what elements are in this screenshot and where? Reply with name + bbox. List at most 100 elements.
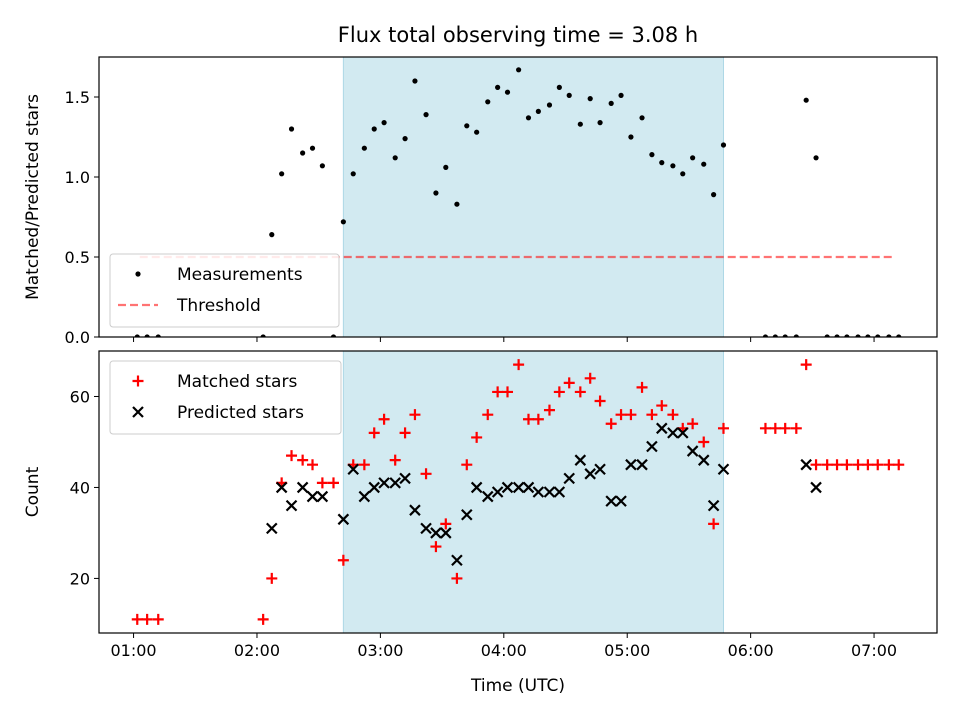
matched-star-point <box>717 422 729 434</box>
axes-frame <box>98 350 938 634</box>
y-tick-label: 1.0 <box>65 168 90 187</box>
x-tick-label: 02:00 <box>234 641 280 660</box>
measurement-point <box>288 126 295 132</box>
measurement-point <box>886 334 892 337</box>
measurement-point <box>896 334 902 337</box>
matched-star-point <box>615 409 627 421</box>
measurement-point <box>485 99 491 105</box>
predicted-star-point <box>389 477 401 489</box>
predicted-star-point <box>451 554 463 567</box>
matched-star-point <box>831 459 843 471</box>
measurement-point <box>587 96 593 102</box>
measurement-point <box>392 155 398 161</box>
ratio-panel: 0.0 0.5 1.0 1.5 Matched/Predicted stars Measu… <box>23 56 938 347</box>
matched-star-point <box>708 518 720 530</box>
measurement-point <box>865 334 871 337</box>
predicted-star-point <box>605 495 617 507</box>
measurement-point <box>680 171 686 177</box>
matched-star-point <box>841 459 853 471</box>
matched-star-point <box>286 450 298 462</box>
predicted-star-point <box>656 422 668 435</box>
axes-frame <box>98 56 938 338</box>
measurement-point <box>464 123 470 129</box>
measurement-point <box>824 334 830 337</box>
predicted-star-point <box>399 472 411 485</box>
predicted-star-point <box>266 522 278 535</box>
measurement-point <box>525 115 532 121</box>
measurement-point <box>423 112 429 118</box>
y-tick-label: 60 <box>70 387 90 406</box>
predicted-star-point <box>275 481 288 494</box>
measurement-point <box>844 334 850 337</box>
y-axis-label: Count <box>23 466 43 517</box>
predicted-star-point <box>594 463 606 476</box>
matched-star-point <box>461 459 473 471</box>
legend-label: Predicted stars <box>177 403 304 423</box>
x-tick-label: 03:00 <box>357 641 403 660</box>
predicted-star-point <box>378 477 390 489</box>
matched-star-point <box>368 427 380 439</box>
measurement-point <box>649 152 655 158</box>
measurement-point <box>546 102 553 108</box>
predicted-star-point <box>440 527 452 539</box>
matched-star-point <box>420 468 432 480</box>
measurement-point <box>134 334 140 337</box>
measurement-point <box>381 120 387 126</box>
matched-star-point <box>471 431 483 443</box>
measurement-point <box>516 67 522 73</box>
measurement-point <box>701 161 707 167</box>
matched-star-point <box>399 427 411 439</box>
predicted-star-point <box>686 445 699 457</box>
measurement-point <box>875 334 881 337</box>
predicted-star-point <box>676 427 689 439</box>
measurement-point <box>566 92 572 98</box>
predicted-star-point <box>522 481 535 494</box>
predicted-star-point <box>337 513 350 526</box>
measurement-point <box>556 84 562 90</box>
measurement-point <box>300 150 306 156</box>
measurement-point <box>711 192 717 198</box>
measurement-point <box>628 134 634 140</box>
measurement-point <box>855 334 861 337</box>
predicted-star-point <box>646 440 658 453</box>
matched-star-point <box>532 413 544 425</box>
matched-star-point <box>852 459 864 471</box>
matched-star-point <box>430 541 442 553</box>
legend-box <box>109 360 342 435</box>
matched-star-point <box>553 386 565 398</box>
matched-star-point <box>625 409 637 421</box>
measurement-point <box>279 171 285 177</box>
observing-window-shade <box>342 56 724 338</box>
legend-box <box>109 253 340 328</box>
matched-star-point <box>779 422 791 434</box>
matched-star-point <box>893 459 905 471</box>
matched-star-point <box>327 477 339 489</box>
matched-star-point <box>492 386 504 398</box>
predicted-star-point <box>563 472 575 485</box>
measurement-point <box>474 129 480 135</box>
predicted-star-point <box>532 486 545 498</box>
predicted-star-point <box>667 427 679 439</box>
y-tick-label: 40 <box>70 478 90 497</box>
matched-star-point <box>646 409 658 421</box>
predicted-star-point <box>810 481 822 494</box>
x-tick-label: 07:00 <box>851 641 897 660</box>
matched-star-point <box>563 377 575 389</box>
measurement-point <box>720 142 727 148</box>
matched-star-point <box>862 459 874 471</box>
legend-marker <box>132 375 144 387</box>
measurement-point <box>608 100 614 106</box>
matched-star-point <box>131 613 143 625</box>
predicted-star-point <box>285 499 298 512</box>
measurement-point <box>361 145 367 151</box>
predicted-star-point <box>470 481 483 494</box>
matched-star-point <box>337 554 349 566</box>
predicted-star-point <box>358 490 371 503</box>
matched-star-point <box>543 404 555 416</box>
matched-star-point <box>297 454 309 466</box>
matched-star-point <box>389 454 401 466</box>
matched-star-point <box>810 459 822 471</box>
measurement-point <box>782 334 788 337</box>
matched-star-point <box>358 459 370 471</box>
chart-title: Flux total observing time = 3.08 h <box>338 23 698 47</box>
